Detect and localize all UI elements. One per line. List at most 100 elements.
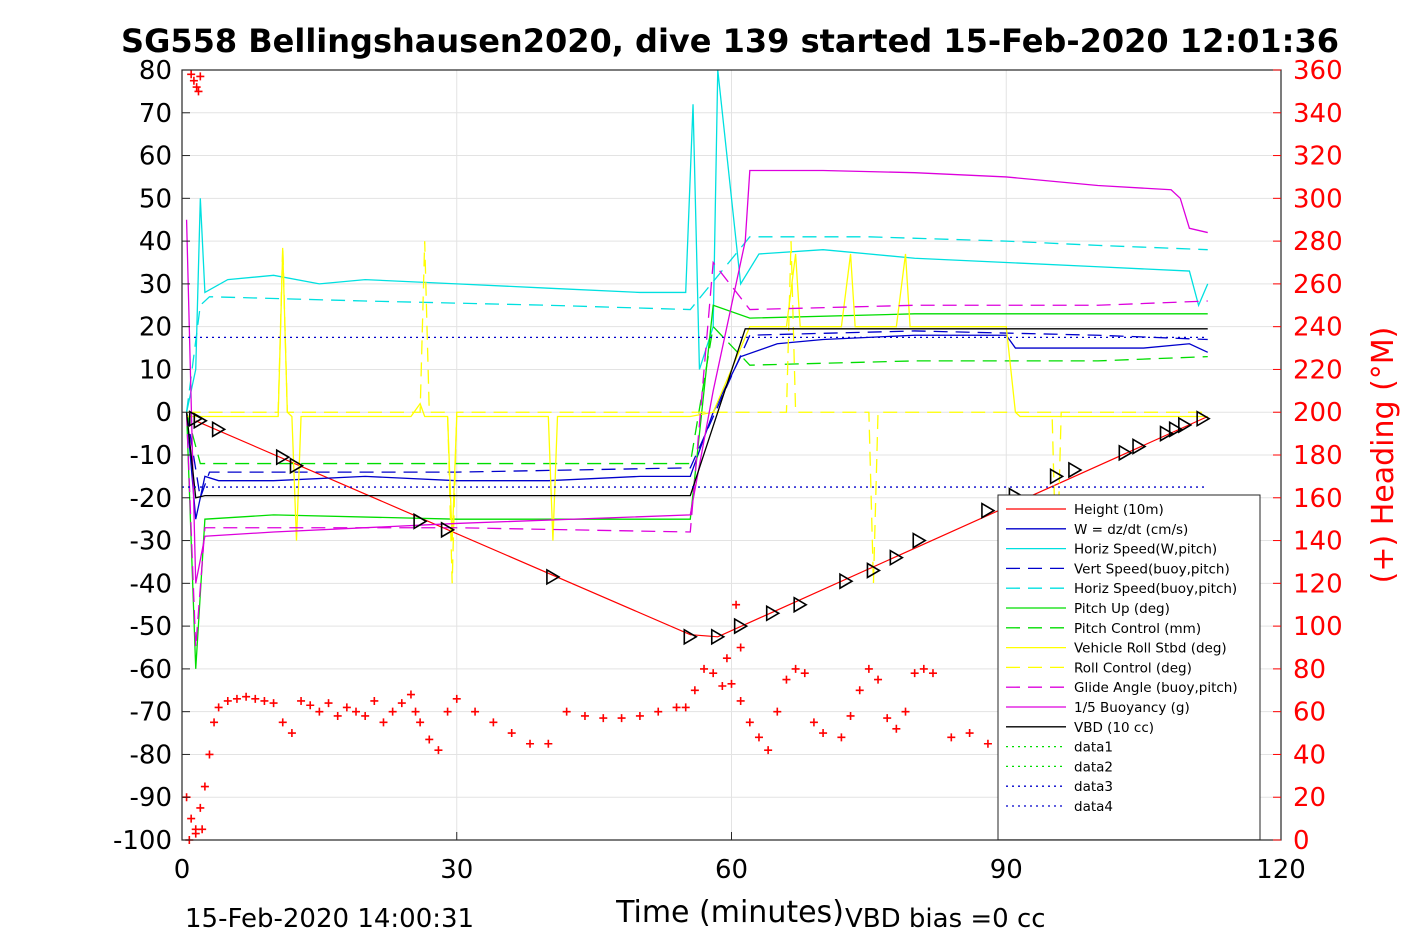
heading-point (690, 686, 699, 695)
heading-point (196, 803, 205, 812)
heading-point (260, 696, 269, 705)
heading-point (370, 696, 379, 705)
legend-label: data2 (1074, 759, 1113, 775)
x-tick-label: 120 (1256, 855, 1306, 885)
heading-point (287, 729, 296, 738)
series-line-4 (185, 236, 1208, 413)
heading-point (617, 714, 626, 723)
heading-point (315, 707, 324, 716)
profile-marker (912, 532, 927, 549)
heading-point (681, 703, 690, 712)
heading-point (191, 829, 200, 838)
heading-point (874, 675, 883, 684)
heading-point (562, 707, 571, 716)
profile-marker (1132, 438, 1147, 455)
x-tick-label: 60 (715, 855, 748, 885)
series-line-8 (186, 241, 1208, 584)
heading-point (892, 724, 901, 733)
heading-point (773, 707, 782, 716)
legend-label: Height (10m) (1074, 502, 1164, 518)
y-tick-label: -70 (130, 698, 172, 728)
heading-point (388, 707, 397, 716)
heading-point (919, 664, 928, 673)
heading-point (635, 711, 644, 720)
right-y-tick-label: 40 (1293, 740, 1326, 770)
heading-point (654, 707, 663, 716)
legend-label: data3 (1074, 779, 1113, 795)
heading-point (544, 739, 553, 748)
heading-point (732, 600, 741, 609)
heading-point (727, 679, 736, 688)
heading-point (722, 654, 731, 663)
profile-marker (889, 549, 904, 567)
x-tick-label: 90 (990, 855, 1023, 885)
y-tick-label: -100 (113, 826, 172, 856)
right-y-tick-label: 340 (1293, 99, 1343, 129)
legend-label: Pitch Up (deg) (1074, 601, 1170, 617)
y-tick-label: -60 (130, 655, 172, 685)
heading-point (901, 707, 910, 716)
y-tick-label: 0 (155, 398, 172, 428)
y-tick-label: -80 (130, 740, 172, 770)
profile-marker (1068, 461, 1083, 479)
profile-marker (683, 628, 698, 646)
heading-point (471, 707, 480, 716)
right-y-tick-label: 240 (1293, 313, 1343, 343)
heading-point (736, 643, 745, 652)
heading-point (443, 707, 452, 716)
heading-point (352, 707, 361, 716)
right-y-tick-label: 180 (1293, 441, 1343, 471)
heading-point (672, 703, 681, 712)
y-tick-label: 20 (139, 313, 172, 343)
y-tick-label: 30 (139, 270, 172, 300)
right-y-tick-label: 200 (1293, 398, 1343, 428)
heading-point (965, 729, 974, 738)
profile-marker (289, 457, 305, 475)
heading-point (434, 746, 443, 755)
heading-point (599, 714, 608, 723)
footer-timestamp: 15-Feb-2020 14:00:31 (185, 904, 474, 934)
y-tick-label: 60 (139, 142, 172, 172)
legend: Height (10m) W = dz/dt (cm/s) Horiz Speed(… (997, 494, 1261, 841)
right-y-tick-label: 120 (1293, 569, 1343, 599)
heading-point (232, 694, 241, 703)
heading-point (736, 696, 745, 705)
profile-marker (193, 412, 208, 430)
heading-point (700, 664, 709, 673)
heading-point (200, 782, 209, 791)
series-line-6 (185, 325, 1208, 465)
heading-point (251, 694, 260, 703)
heading-point (242, 692, 251, 701)
heading-point (983, 739, 992, 748)
profile-marker (866, 562, 882, 579)
right-y-tick-label: 20 (1293, 783, 1326, 813)
profile-marker (733, 617, 749, 635)
legend-label: Horiz Speed(buoy,pitch) (1074, 581, 1237, 597)
right-y-tick-label: 100 (1293, 612, 1343, 642)
profile-marker (1118, 444, 1133, 462)
heading-point (192, 83, 201, 92)
heading-point (278, 718, 287, 727)
profile-marker (275, 448, 291, 466)
profile-marker (211, 420, 227, 438)
heading-point (198, 825, 207, 834)
heading-point (846, 711, 855, 720)
heading-point (187, 814, 196, 823)
heading-point (379, 718, 388, 727)
right-y-tick-label: 80 (1293, 655, 1326, 685)
heading-point (452, 694, 461, 703)
profile-marker (546, 568, 561, 586)
legend-label: Glide Angle (buoy,pitch) (1074, 680, 1238, 696)
series-line-3 (185, 330, 1208, 498)
heading-point (782, 675, 791, 684)
y-tick-label: -20 (130, 484, 172, 514)
legend-label: Horiz Speed(W,pitch) (1074, 542, 1217, 558)
profile-markers (188, 410, 1211, 646)
profile-marker (1168, 420, 1184, 438)
profile-marker (1159, 425, 1175, 443)
heading-point (718, 682, 727, 690)
heading-point (297, 696, 306, 705)
heading-point (406, 690, 415, 699)
profile-marker (1178, 416, 1193, 434)
y-tick-label: 40 (139, 227, 172, 257)
